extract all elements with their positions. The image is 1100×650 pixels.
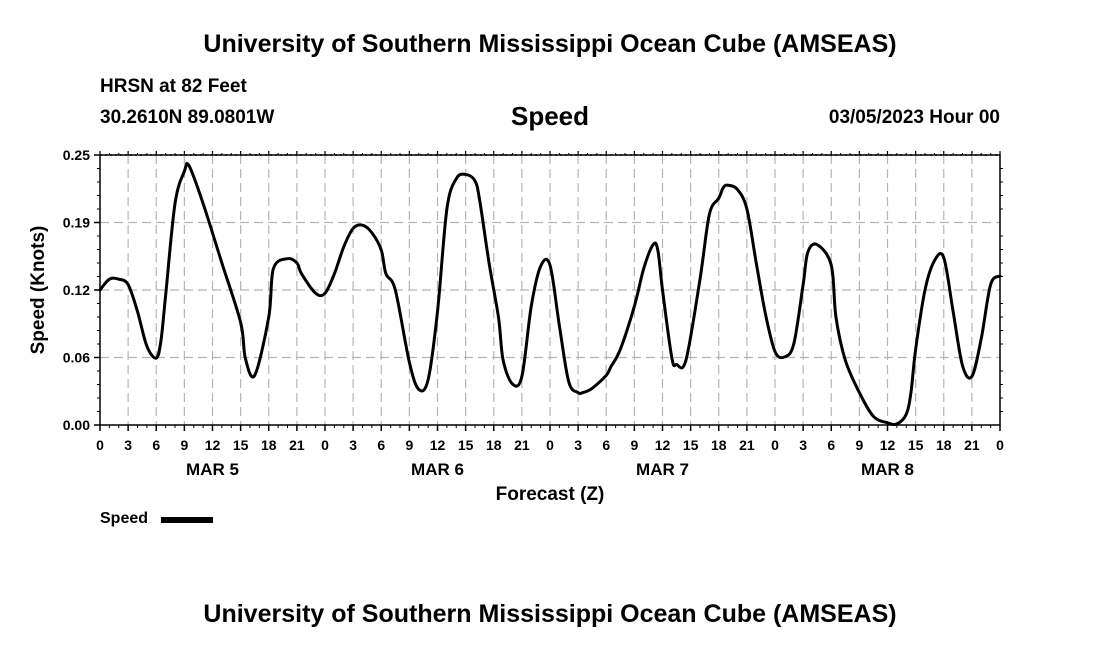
station-coordinates: 30.2610N 89.0801W (100, 107, 275, 128)
y-axis-title: Speed (Knots) (28, 226, 49, 355)
station-label: HRSN at 82 Feet (100, 76, 247, 97)
x-tick-label: 18 (486, 437, 502, 453)
x-tick-label: 9 (630, 437, 638, 453)
x-tick-label: 21 (514, 437, 530, 453)
day-label: MAR 6 (411, 460, 464, 479)
x-tick-label: 21 (289, 437, 305, 453)
x-tick-label: 15 (458, 437, 474, 453)
y-tick-label: 0.12 (63, 282, 90, 298)
x-tick-label: 6 (377, 437, 385, 453)
day-labels: MAR 5 MAR 6 MAR 7 MAR 8 (186, 460, 914, 479)
chart-grid (100, 155, 1000, 425)
x-tick-label: 15 (233, 437, 249, 453)
x-tick-label: 0 (996, 437, 1004, 453)
x-tick-label: 0 (321, 437, 329, 453)
page-title-top: University of Southern Mississippi Ocean… (203, 30, 897, 58)
x-tick-label: 15 (908, 437, 924, 453)
x-tick-label: 3 (349, 437, 357, 453)
x-tick-label: 18 (711, 437, 727, 453)
x-tick-label: 6 (152, 437, 160, 453)
y-tick-label: 0.00 (63, 417, 90, 433)
x-tick-label: 0 (546, 437, 554, 453)
y-tick-label: 0.06 (63, 350, 90, 366)
y-tick-label: 0.19 (63, 215, 90, 231)
forecast-datetime: 03/05/2023 Hour 00 (828, 107, 1000, 128)
speed-series-line (98, 161, 1002, 427)
x-tick-label: 12 (430, 437, 446, 453)
x-tick-label: 6 (827, 437, 835, 453)
x-tick-label: 15 (683, 437, 699, 453)
legend-swatch (161, 517, 213, 523)
x-tick-label: 21 (739, 437, 755, 453)
x-tick-label: 18 (936, 437, 952, 453)
x-tick-label: 3 (574, 437, 582, 453)
x-tick-label: 6 (602, 437, 610, 453)
x-tick-label: 12 (880, 437, 896, 453)
x-tick-label: 0 (96, 437, 104, 453)
day-label: MAR 5 (186, 460, 239, 479)
x-tick-label: 12 (205, 437, 221, 453)
legend-label: Speed (100, 510, 149, 527)
x-tick-label: 0 (771, 437, 779, 453)
day-label: MAR 8 (861, 460, 914, 479)
x-tick-label: 18 (261, 437, 277, 453)
x-tick-label: 12 (655, 437, 671, 453)
page-title-bottom: University of Southern Mississippi Ocean… (203, 600, 897, 628)
chart-title: Speed (510, 101, 590, 131)
x-tick-label: 9 (180, 437, 188, 453)
x-tick-label: 3 (124, 437, 132, 453)
x-tick-label: 21 (964, 437, 980, 453)
x-tick-label: 9 (855, 437, 863, 453)
x-axis-title: Forecast (Z) (496, 484, 605, 505)
x-tick-labels: 0 3 6 9 12 15 18 21 0 3 6 9 12 15 18 21 0 3 6 9 12 15 18 21 0 3 6 9… (96, 437, 1004, 453)
x-tick-label: 9 (405, 437, 413, 453)
y-tick-label: 0.25 (63, 147, 90, 163)
day-label: MAR 7 (636, 460, 689, 479)
y-tick-labels: 0.00 0.06 0.12 0.19 0.25 (63, 147, 90, 433)
x-tick-label: 3 (799, 437, 807, 453)
